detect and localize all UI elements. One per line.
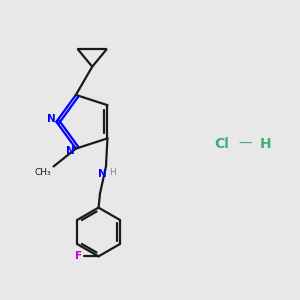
Text: Cl: Cl bbox=[214, 137, 229, 151]
Text: CH₃: CH₃ bbox=[34, 168, 51, 177]
Text: —: — bbox=[238, 137, 252, 151]
Text: N: N bbox=[66, 146, 75, 156]
Text: N: N bbox=[47, 114, 56, 124]
Text: N: N bbox=[98, 169, 107, 179]
Text: H: H bbox=[109, 168, 116, 177]
Text: F: F bbox=[75, 251, 82, 261]
Text: H: H bbox=[260, 137, 272, 151]
